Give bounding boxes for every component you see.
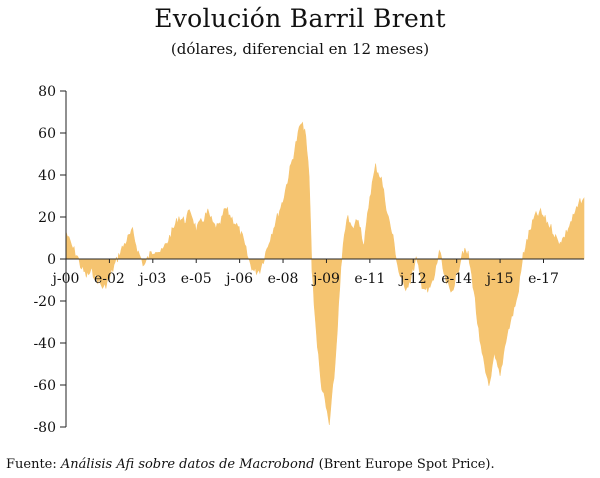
x-tick-label: j-12 — [398, 271, 427, 287]
source-note: Fuente: Análisis Afi sobre datos de Macr… — [6, 457, 495, 472]
x-tick-label: j-09 — [311, 271, 340, 287]
x-tick-label: j-15 — [485, 271, 514, 287]
x-tick-label: e-05 — [181, 271, 212, 287]
y-tick-label: 40 — [38, 168, 56, 184]
y-tick-label: 20 — [38, 210, 56, 226]
area-series-0 — [65, 121, 585, 426]
x-tick-label: e-11 — [354, 271, 385, 287]
source-italic: Análisis Afi sobre datos de Macrobond — [60, 457, 315, 472]
x-tick-label: j-06 — [224, 271, 253, 287]
chart-subtitle: (dólares, diferencial en 12 meses) — [170, 40, 430, 58]
y-tick-label: 80 — [38, 84, 56, 100]
chart-title: Evolución Barril Brent — [154, 4, 446, 33]
x-tick-label: j-00 — [51, 271, 80, 287]
source-suffix: (Brent Europe Spot Price). — [314, 457, 495, 472]
x-tick-label: e-02 — [94, 271, 125, 287]
x-tick-label: e-14 — [441, 271, 472, 287]
y-tick-label: -80 — [33, 420, 56, 436]
y-tick-label: -60 — [33, 378, 56, 394]
source-prefix: Fuente: — [6, 457, 61, 472]
y-tick-label: -20 — [33, 294, 56, 310]
x-tick-label: e-08 — [268, 271, 299, 287]
x-tick-label: e-17 — [528, 271, 559, 287]
y-tick-label: 0 — [47, 252, 56, 268]
y-tick-label: 60 — [38, 126, 56, 142]
y-tick-label: -40 — [33, 336, 56, 352]
x-tick-label: j-03 — [137, 271, 166, 287]
